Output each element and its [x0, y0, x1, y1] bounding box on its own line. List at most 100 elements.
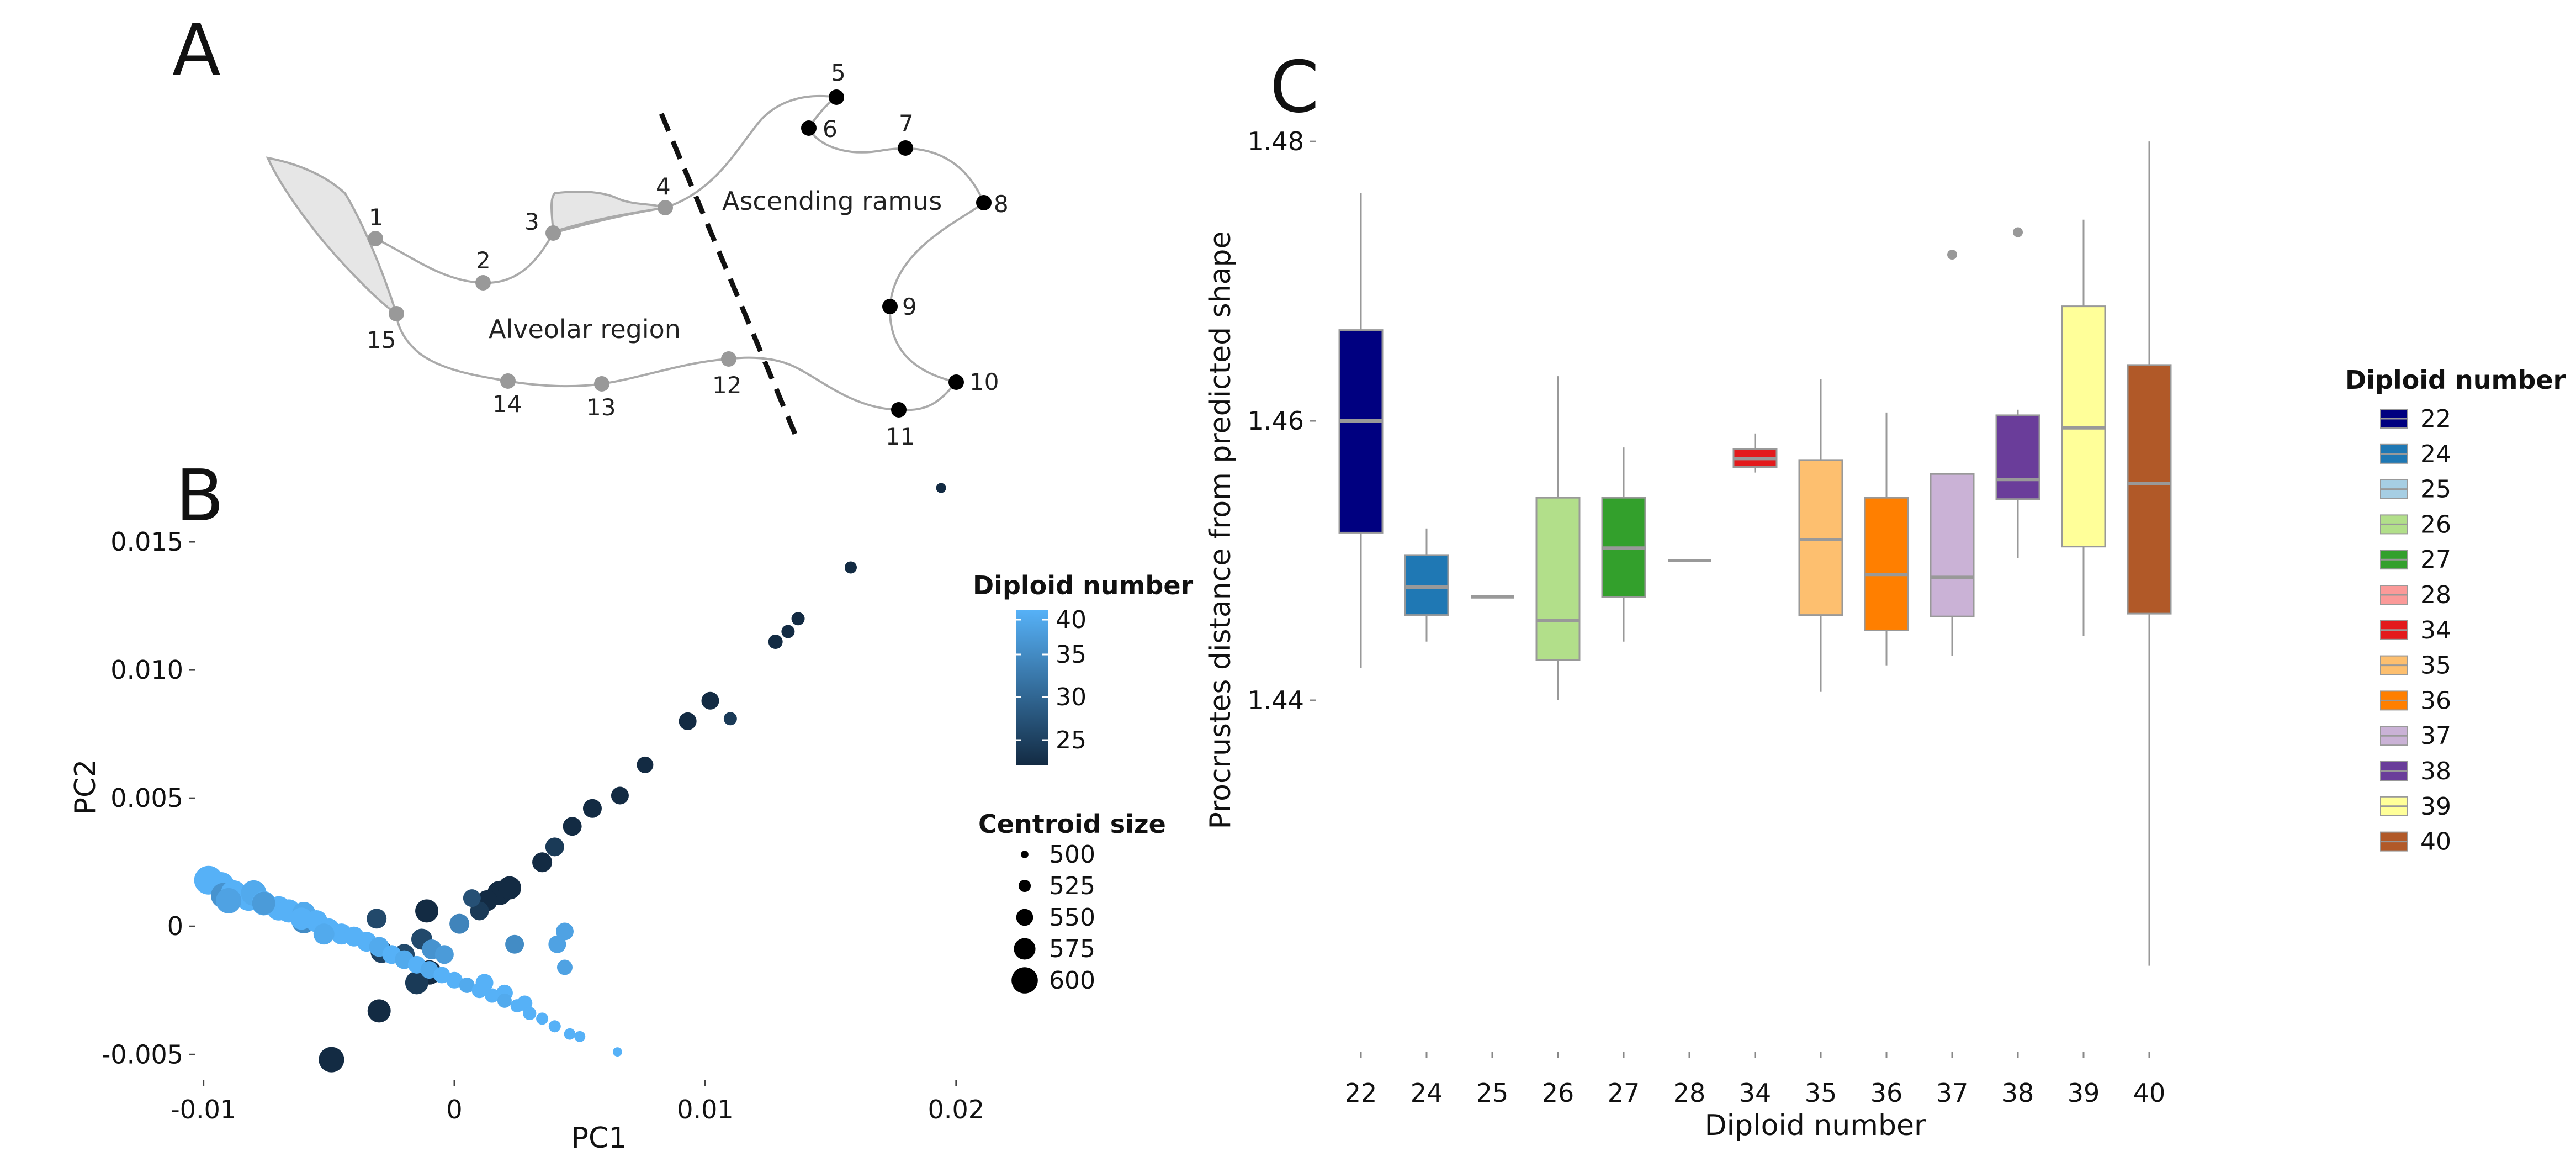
size-legend-dot: [1011, 967, 1038, 994]
scatter-point: [446, 971, 463, 989]
color-legend-title: Diploid number: [973, 571, 1194, 600]
box-legend-item-34: 34: [2380, 616, 2451, 645]
panel-c-letter: C: [1270, 46, 1319, 129]
scatter-x-axis-title: PC1: [571, 1122, 627, 1155]
box-legend-label: 25: [2420, 476, 2451, 504]
scatter-point: [556, 959, 573, 975]
landmark-point-11: [891, 402, 907, 418]
boxplot-x-tick-label: 27: [1608, 1078, 1640, 1108]
landmark-label-8: 8: [994, 191, 1009, 218]
panel-c-boxplot: 1.44 1.46 1.48 22 24 25 26 27 28 34 35 36 37 38 39 40 D…: [1204, 126, 2566, 1142]
scatter-point: [471, 983, 487, 999]
box-legend-label: 28: [2420, 581, 2451, 609]
scatter-point: [564, 1028, 576, 1040]
box-legend: 22 24 25 26 27 28 34 35 36 37 38 39 40: [2380, 405, 2451, 856]
scatter-y-axis-title: PC2: [69, 759, 102, 815]
box-legend-item-26: 26: [2380, 510, 2451, 538]
box-legend-label: 34: [2420, 616, 2451, 645]
scatter-point: [723, 712, 737, 726]
scatter-point: [497, 993, 512, 1008]
scatter-point: [532, 852, 553, 873]
landmark-label-13: 13: [586, 394, 616, 421]
box-legend-label: 27: [2420, 546, 2451, 574]
size-legend: 500 525 550 575 600: [1011, 841, 1095, 995]
size-legend-label: 600: [1049, 967, 1095, 995]
scatter-point: [449, 913, 470, 934]
panel-b-letter: B: [176, 455, 224, 537]
landmark-point-13: [594, 376, 609, 392]
box-legend-item-28: 28: [2380, 581, 2451, 609]
scatter-y-tick-label: 0.005: [110, 783, 183, 813]
scatter-point: [434, 945, 454, 964]
landmark-point-14: [500, 373, 516, 389]
size-legend-dot: [1021, 851, 1029, 858]
scatter-point: [216, 888, 242, 913]
box-legend-label: 38: [2420, 757, 2451, 785]
scatter-point: [936, 483, 946, 493]
panel-a-letter: A: [172, 9, 221, 92]
box-34: [1732, 433, 1778, 473]
box-legend-label: 26: [2420, 510, 2451, 538]
landmark-point-1: [368, 231, 383, 246]
box-legend-label: 22: [2420, 405, 2451, 433]
landmark-label-1: 1: [369, 204, 384, 231]
scatter-point: [405, 971, 428, 995]
box-27: [1601, 447, 1646, 642]
box-legend-item-38: 38: [2380, 757, 2451, 785]
boxplot-x-tick-label: 22: [1345, 1078, 1377, 1108]
boxplot-x-tick-label: 26: [1542, 1078, 1575, 1108]
size-legend-label: 575: [1049, 935, 1095, 963]
scatter-point: [574, 1031, 586, 1042]
box-body: [1535, 497, 1581, 661]
scatter-x-tick-label: 0: [446, 1095, 462, 1124]
scatter-x-tick-label: 0.01: [677, 1095, 733, 1124]
box-legend-label: 24: [2420, 440, 2451, 468]
landmark-label-5: 5: [831, 59, 846, 86]
box-37: [1930, 250, 1975, 656]
boxplot-x-axis-title: Diploid number: [1705, 1109, 1926, 1142]
size-legend-label: 500: [1049, 841, 1095, 869]
box-35: [1798, 379, 1843, 692]
scatter-point: [536, 1012, 549, 1025]
boxplot-x-tick-label: 24: [1411, 1078, 1443, 1108]
scatter-point: [415, 899, 439, 923]
scatter-y-tick-label: -0.005: [102, 1039, 183, 1069]
landmark-label-12: 12: [712, 372, 741, 399]
boxplot-x-tick-label: 35: [1805, 1078, 1837, 1108]
box-22: [1338, 193, 1384, 668]
landmark-label-10: 10: [969, 368, 999, 395]
boxplot-y-axis-title: Procrustes distance from predicted shape: [1204, 231, 1237, 829]
scatter-axes: -0.01 0 0.01 0.02 -0.005 0 0.005 0.010 0.015: [102, 527, 984, 1124]
color-legend-bar: [1016, 610, 1048, 765]
landmark-label-14: 14: [492, 390, 522, 418]
landmark-point-5: [829, 89, 844, 105]
box-legend-item-24: 24: [2380, 440, 2451, 468]
scatter-point: [555, 922, 574, 941]
scatter-point: [548, 935, 566, 953]
box-legend-item-22: 22: [2380, 405, 2451, 433]
scatter-x-tick-label: -0.01: [171, 1095, 236, 1124]
landmark-point-12: [721, 351, 736, 367]
scatter-points: [194, 483, 946, 1073]
alveolar-region-label: Alveolar region: [489, 314, 681, 344]
scatter-point: [313, 923, 335, 945]
box-legend-label: 37: [2420, 722, 2451, 750]
landmark-label-7: 7: [899, 110, 914, 137]
landmark-label-4: 4: [656, 173, 671, 200]
scatter-point: [505, 934, 524, 954]
box-body: [2127, 364, 2172, 615]
box-body: [1930, 473, 1975, 617]
box-legend-label: 40: [2420, 828, 2451, 856]
size-legend-dot: [1016, 909, 1033, 926]
box-legend-item-35: 35: [2380, 652, 2451, 680]
landmark-point-15: [389, 306, 404, 321]
size-legend-label: 525: [1049, 872, 1095, 900]
box-body: [1404, 554, 1449, 616]
boxplot-x-tick-label: 39: [2068, 1078, 2100, 1108]
scatter-point: [791, 612, 805, 626]
scatter-point: [252, 891, 275, 915]
scatter-y-tick-label: 0: [167, 911, 183, 941]
scatter-y-tick-label: 0.015: [110, 527, 183, 557]
